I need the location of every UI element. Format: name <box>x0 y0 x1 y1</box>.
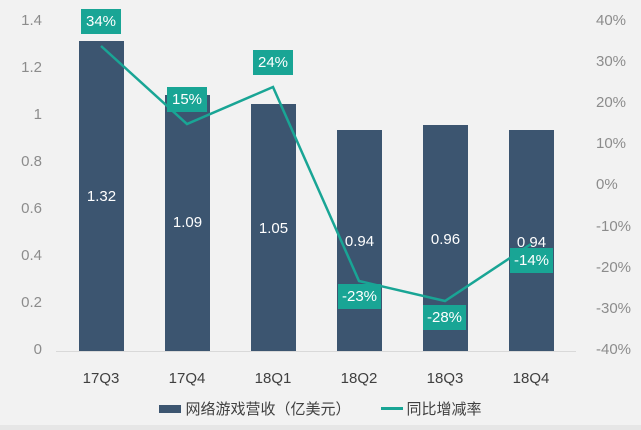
line-swatch-icon <box>380 407 403 410</box>
x-axis-label: 18Q3 <box>426 370 464 387</box>
pct-label: -28% <box>423 305 467 330</box>
x-axis-label: 17Q3 <box>82 370 120 387</box>
pct-label: 15% <box>167 87 207 112</box>
pct-label: 24% <box>253 50 293 75</box>
right-axis-tick: 40% <box>596 12 627 29</box>
left-axis-tick: 0 <box>33 341 42 358</box>
x-axis-label: 18Q4 <box>512 370 550 387</box>
pct-label: -23% <box>338 284 382 309</box>
right-axis-tick: -40% <box>596 341 632 358</box>
legend-label: 网络游戏营收（亿美元） <box>185 401 351 418</box>
bar-value-label: 0.96 <box>430 231 461 248</box>
left-axis-tick: 0.6 <box>21 200 42 217</box>
bar-17Q4 <box>165 95 210 351</box>
bottom-strip <box>0 425 641 430</box>
right-axis-tick: -30% <box>596 300 632 317</box>
left-axis-tick: 0.8 <box>21 153 42 170</box>
right-axis-tick: 0% <box>596 176 618 193</box>
bar-value-label: 0.94 <box>516 234 547 251</box>
bar-value-label: 1.05 <box>258 220 289 237</box>
legend-item-growth: 同比增减率 <box>380 398 482 419</box>
left-axis-tick: 1 <box>33 106 42 123</box>
right-axis-tick: -20% <box>596 259 632 276</box>
left-axis-tick: 1.4 <box>21 12 42 29</box>
bar-swatch-icon <box>159 404 182 413</box>
bar-18Q4 <box>509 130 554 351</box>
bar-18Q2 <box>337 130 382 351</box>
bar-value-label: 1.32 <box>86 188 117 205</box>
left-axis-tick: 0.2 <box>21 294 42 311</box>
legend: 网络游戏营收（亿美元） 同比增减率 <box>0 398 641 419</box>
right-axis-tick: 20% <box>596 94 627 111</box>
x-axis-label: 18Q1 <box>254 370 292 387</box>
right-axis-tick: -10% <box>596 218 632 235</box>
left-axis-tick: 0.4 <box>21 247 42 264</box>
x-axis-line <box>56 351 576 352</box>
bar-value-label: 0.94 <box>344 233 375 250</box>
legend-item-revenue: 网络游戏营收（亿美元） <box>159 398 351 419</box>
pct-label: -14% <box>510 248 554 273</box>
bar-17Q3 <box>79 41 124 351</box>
legend-label: 同比增减率 <box>406 401 482 418</box>
x-axis-label: 18Q2 <box>340 370 378 387</box>
right-axis-tick: 10% <box>596 135 627 152</box>
bar-18Q1 <box>251 104 296 351</box>
right-axis-tick: 30% <box>596 53 627 70</box>
pct-label: 34% <box>81 9 121 34</box>
x-axis-label: 17Q4 <box>168 370 206 387</box>
bar-value-label: 1.09 <box>172 214 203 231</box>
left-axis-tick: 1.2 <box>21 59 42 76</box>
